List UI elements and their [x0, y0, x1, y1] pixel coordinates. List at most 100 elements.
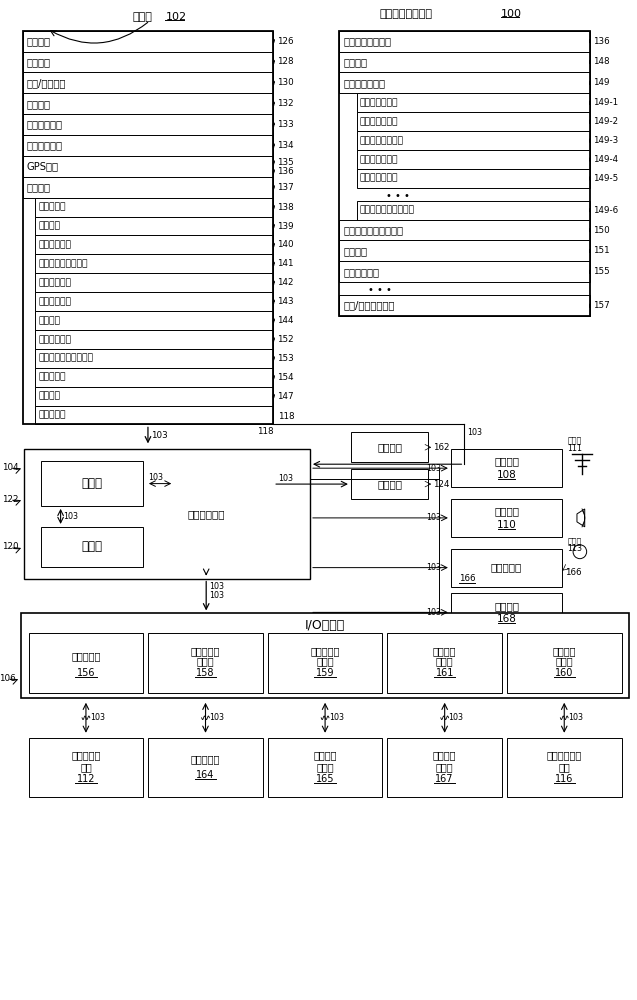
- Text: 光学传感器: 光学传感器: [191, 755, 220, 765]
- Text: 图像管理模块: 图像管理模块: [38, 335, 71, 344]
- Text: 164: 164: [196, 770, 215, 780]
- Text: 144: 144: [277, 316, 294, 325]
- Text: 102: 102: [166, 12, 187, 22]
- Text: 130: 130: [277, 78, 294, 87]
- Bar: [387, 633, 502, 693]
- Bar: [29, 633, 143, 693]
- Text: 扬声器: 扬声器: [568, 437, 582, 446]
- Bar: [451, 499, 562, 537]
- Text: 记事本模块: 记事本模块: [38, 373, 66, 382]
- Text: 图形模块: 图形模块: [27, 99, 50, 109]
- Bar: [36, 217, 273, 235]
- Text: 162: 162: [433, 443, 450, 452]
- Bar: [23, 93, 273, 114]
- Bar: [339, 52, 590, 72]
- Text: 外部端口: 外部端口: [377, 479, 402, 489]
- Bar: [339, 31, 590, 316]
- Bar: [36, 349, 273, 368]
- Text: 118: 118: [278, 412, 295, 421]
- Bar: [36, 292, 273, 311]
- Text: 103: 103: [568, 713, 583, 722]
- Text: 即时消息模块: 即时消息模块: [38, 278, 71, 287]
- Bar: [148, 633, 263, 693]
- Text: 166: 166: [565, 568, 582, 577]
- Text: 103: 103: [210, 713, 224, 722]
- Text: 日历模块: 日历模块: [343, 57, 367, 67]
- Text: 桌面小程序模块: 桌面小程序模块: [343, 78, 385, 88]
- Bar: [36, 406, 273, 424]
- Bar: [357, 201, 590, 220]
- Text: 文本输入模块: 文本输入模块: [27, 140, 62, 150]
- Bar: [23, 52, 273, 72]
- Polygon shape: [577, 509, 585, 527]
- Text: 系统: 系统: [80, 763, 92, 773]
- Bar: [387, 738, 502, 797]
- Text: 108: 108: [497, 470, 517, 480]
- Text: 111: 111: [568, 444, 582, 453]
- Text: 应用程序（续前）: 应用程序（续前）: [343, 36, 391, 46]
- Text: 149-4: 149-4: [594, 155, 619, 164]
- Bar: [41, 527, 143, 567]
- Text: 其他输入控制: 其他输入控制: [547, 751, 582, 761]
- Text: 搜索模块: 搜索模块: [343, 246, 367, 256]
- Text: 桌面小程序创建者模块: 桌面小程序创建者模块: [343, 225, 403, 235]
- Text: 音频电路: 音频电路: [494, 506, 519, 516]
- Text: 103: 103: [64, 512, 78, 521]
- Text: 视频会议模块: 视频会议模块: [38, 240, 71, 249]
- Text: 控制器: 控制器: [555, 656, 573, 666]
- Text: 显示控制器: 显示控制器: [71, 651, 101, 661]
- Text: 135: 135: [277, 158, 294, 167]
- Text: 141: 141: [277, 259, 294, 268]
- Text: 操作系统: 操作系统: [27, 36, 50, 46]
- Text: 强度传感器: 强度传感器: [310, 646, 340, 656]
- Text: 发生器: 发生器: [436, 763, 454, 773]
- Text: 健身支持模块: 健身支持模块: [38, 297, 71, 306]
- Text: 149-1: 149-1: [594, 98, 619, 107]
- Text: 133: 133: [277, 120, 294, 129]
- Text: 其他输入: 其他输入: [552, 646, 576, 656]
- Text: 155: 155: [594, 267, 610, 276]
- Text: 电话模块: 电话模块: [38, 222, 61, 231]
- Text: 112: 112: [76, 774, 95, 784]
- Text: 触敏显示器: 触敏显示器: [71, 751, 101, 761]
- Text: 接触强度: 接触强度: [313, 751, 337, 761]
- Bar: [23, 72, 273, 93]
- Bar: [23, 31, 273, 52]
- Bar: [351, 469, 429, 499]
- Text: 149: 149: [594, 78, 610, 87]
- Bar: [36, 330, 273, 349]
- Text: 相机模块: 相机模块: [38, 316, 61, 325]
- Text: 103: 103: [329, 713, 344, 722]
- Text: 控制器: 控制器: [82, 477, 103, 490]
- Bar: [357, 150, 590, 169]
- Text: GPS模块: GPS模块: [27, 161, 59, 171]
- Text: 136: 136: [277, 167, 294, 176]
- Text: 浏览器模块: 浏览器模块: [38, 410, 66, 419]
- Bar: [507, 738, 622, 797]
- Text: 165: 165: [316, 774, 334, 784]
- Bar: [268, 738, 382, 797]
- Bar: [268, 633, 382, 693]
- Text: 134: 134: [277, 141, 294, 150]
- Text: 在线视频模块: 在线视频模块: [343, 267, 379, 277]
- Bar: [23, 31, 273, 424]
- Text: 106: 106: [0, 674, 16, 683]
- Text: 128: 128: [277, 57, 294, 66]
- Bar: [148, 738, 263, 797]
- Text: 149-2: 149-2: [594, 117, 619, 126]
- Text: 接触/运动模块: 接触/运动模块: [27, 78, 66, 88]
- Text: 加速度计: 加速度计: [494, 601, 519, 611]
- Bar: [451, 593, 562, 631]
- Text: 接近传感器: 接近传感器: [491, 563, 522, 573]
- Text: 103: 103: [148, 473, 163, 482]
- Text: 控制器: 控制器: [197, 656, 214, 666]
- Text: 138: 138: [277, 203, 294, 212]
- Text: 166: 166: [459, 574, 475, 583]
- Bar: [339, 295, 590, 316]
- Text: 104: 104: [3, 463, 19, 472]
- Text: 159: 159: [316, 668, 334, 678]
- Text: 168: 168: [497, 614, 517, 624]
- Bar: [451, 449, 562, 487]
- Bar: [36, 311, 273, 330]
- Text: 142: 142: [277, 278, 294, 287]
